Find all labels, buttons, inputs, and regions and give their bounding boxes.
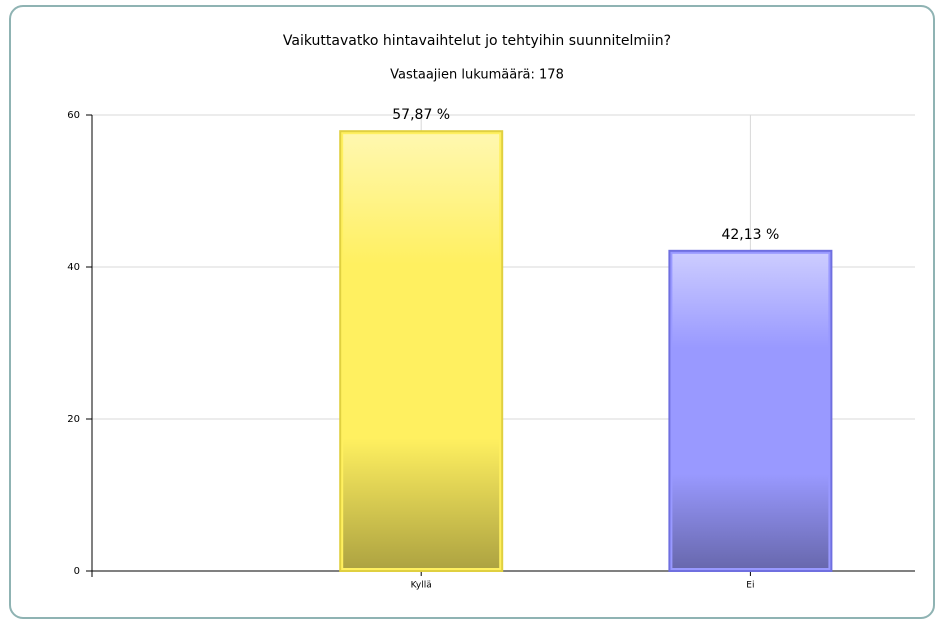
y-tick-label: 0	[74, 566, 80, 577]
y-tick-label: 40	[67, 262, 80, 273]
bar-shading	[672, 253, 829, 568]
y-tick-label: 60	[67, 110, 80, 121]
value-label: 57,87 %	[392, 107, 450, 123]
chart-subtitle: Vastaajien lukumäärä: 178	[390, 68, 564, 83]
x-tick-label: Ei	[746, 581, 754, 591]
x-tick-label: Kyllä	[411, 581, 432, 591]
chart-frame	[9, 5, 935, 619]
chart-title: Vaikuttavatko hintavaihtelut jo tehtyihi…	[283, 33, 671, 49]
y-tick-label: 20	[67, 414, 80, 425]
value-label: 42,13 %	[721, 227, 779, 243]
bar-shading	[343, 134, 500, 569]
